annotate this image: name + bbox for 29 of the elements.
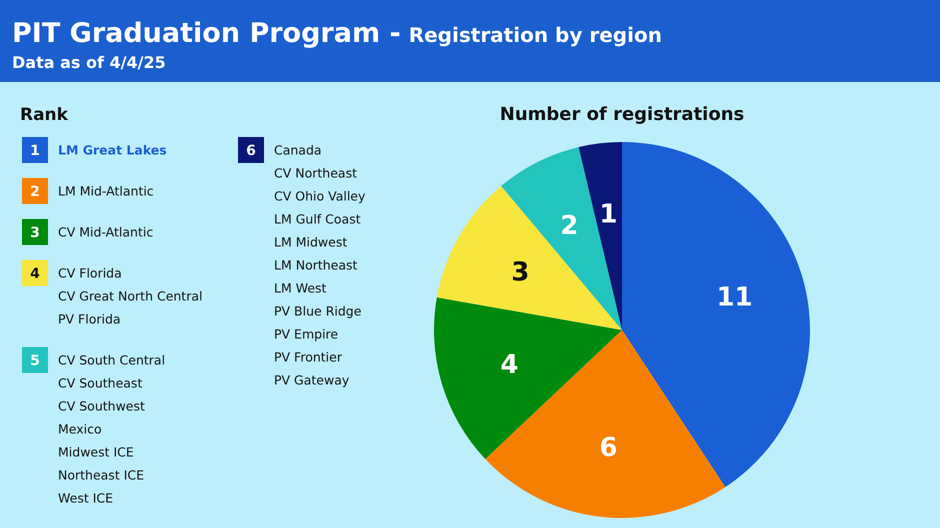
data-label: 3: [511, 257, 530, 288]
data-label: 4: [500, 350, 518, 380]
pie-slice: [578, 142, 622, 330]
text: CV Mid-Atlantic: [58, 224, 154, 240]
legend-label: 4: [30, 266, 40, 282]
legend-title: Rank: [20, 105, 69, 125]
text: Canada CV Northeast CV Ohio Valley LM Gulf Coast LM Midwest LM Northeast LM West PV Blue Ridge PV Empire PV Frontier PV Gateway: [274, 142, 366, 388]
text: LM Great Lakes: [58, 142, 167, 158]
chart-subtitle: Registration by region: [408, 23, 662, 47]
pie-slice: [622, 142, 810, 488]
pie-slice: [434, 297, 622, 460]
text: CV South Central CV Southeast CV Southwest Mexico Midwest ICE Northeast ICE West ICE: [58, 352, 166, 506]
chart-title: PIT Graduation Program -: [12, 18, 401, 49]
legend-label: 5: [30, 352, 40, 369]
data-label: 6: [599, 432, 618, 463]
legend-label: 1: [30, 142, 40, 159]
text: Data as of 4/4/25: [12, 53, 166, 72]
data-label: 2: [560, 211, 578, 242]
data-label: 1: [599, 199, 618, 230]
text: CV Florida CV Great North Central PV Florida: [58, 265, 202, 326]
pie-slice: [485, 330, 726, 518]
text: Number of registrations: [500, 104, 744, 125]
legend-label: 3: [30, 224, 40, 241]
legend-label: 2: [30, 184, 40, 200]
pie-slice: [436, 186, 622, 330]
pie-slice: [501, 147, 622, 330]
data-label: 11: [716, 282, 753, 312]
text: LM Mid-Atlantic: [58, 183, 154, 198]
legend-label: 6: [246, 142, 256, 159]
